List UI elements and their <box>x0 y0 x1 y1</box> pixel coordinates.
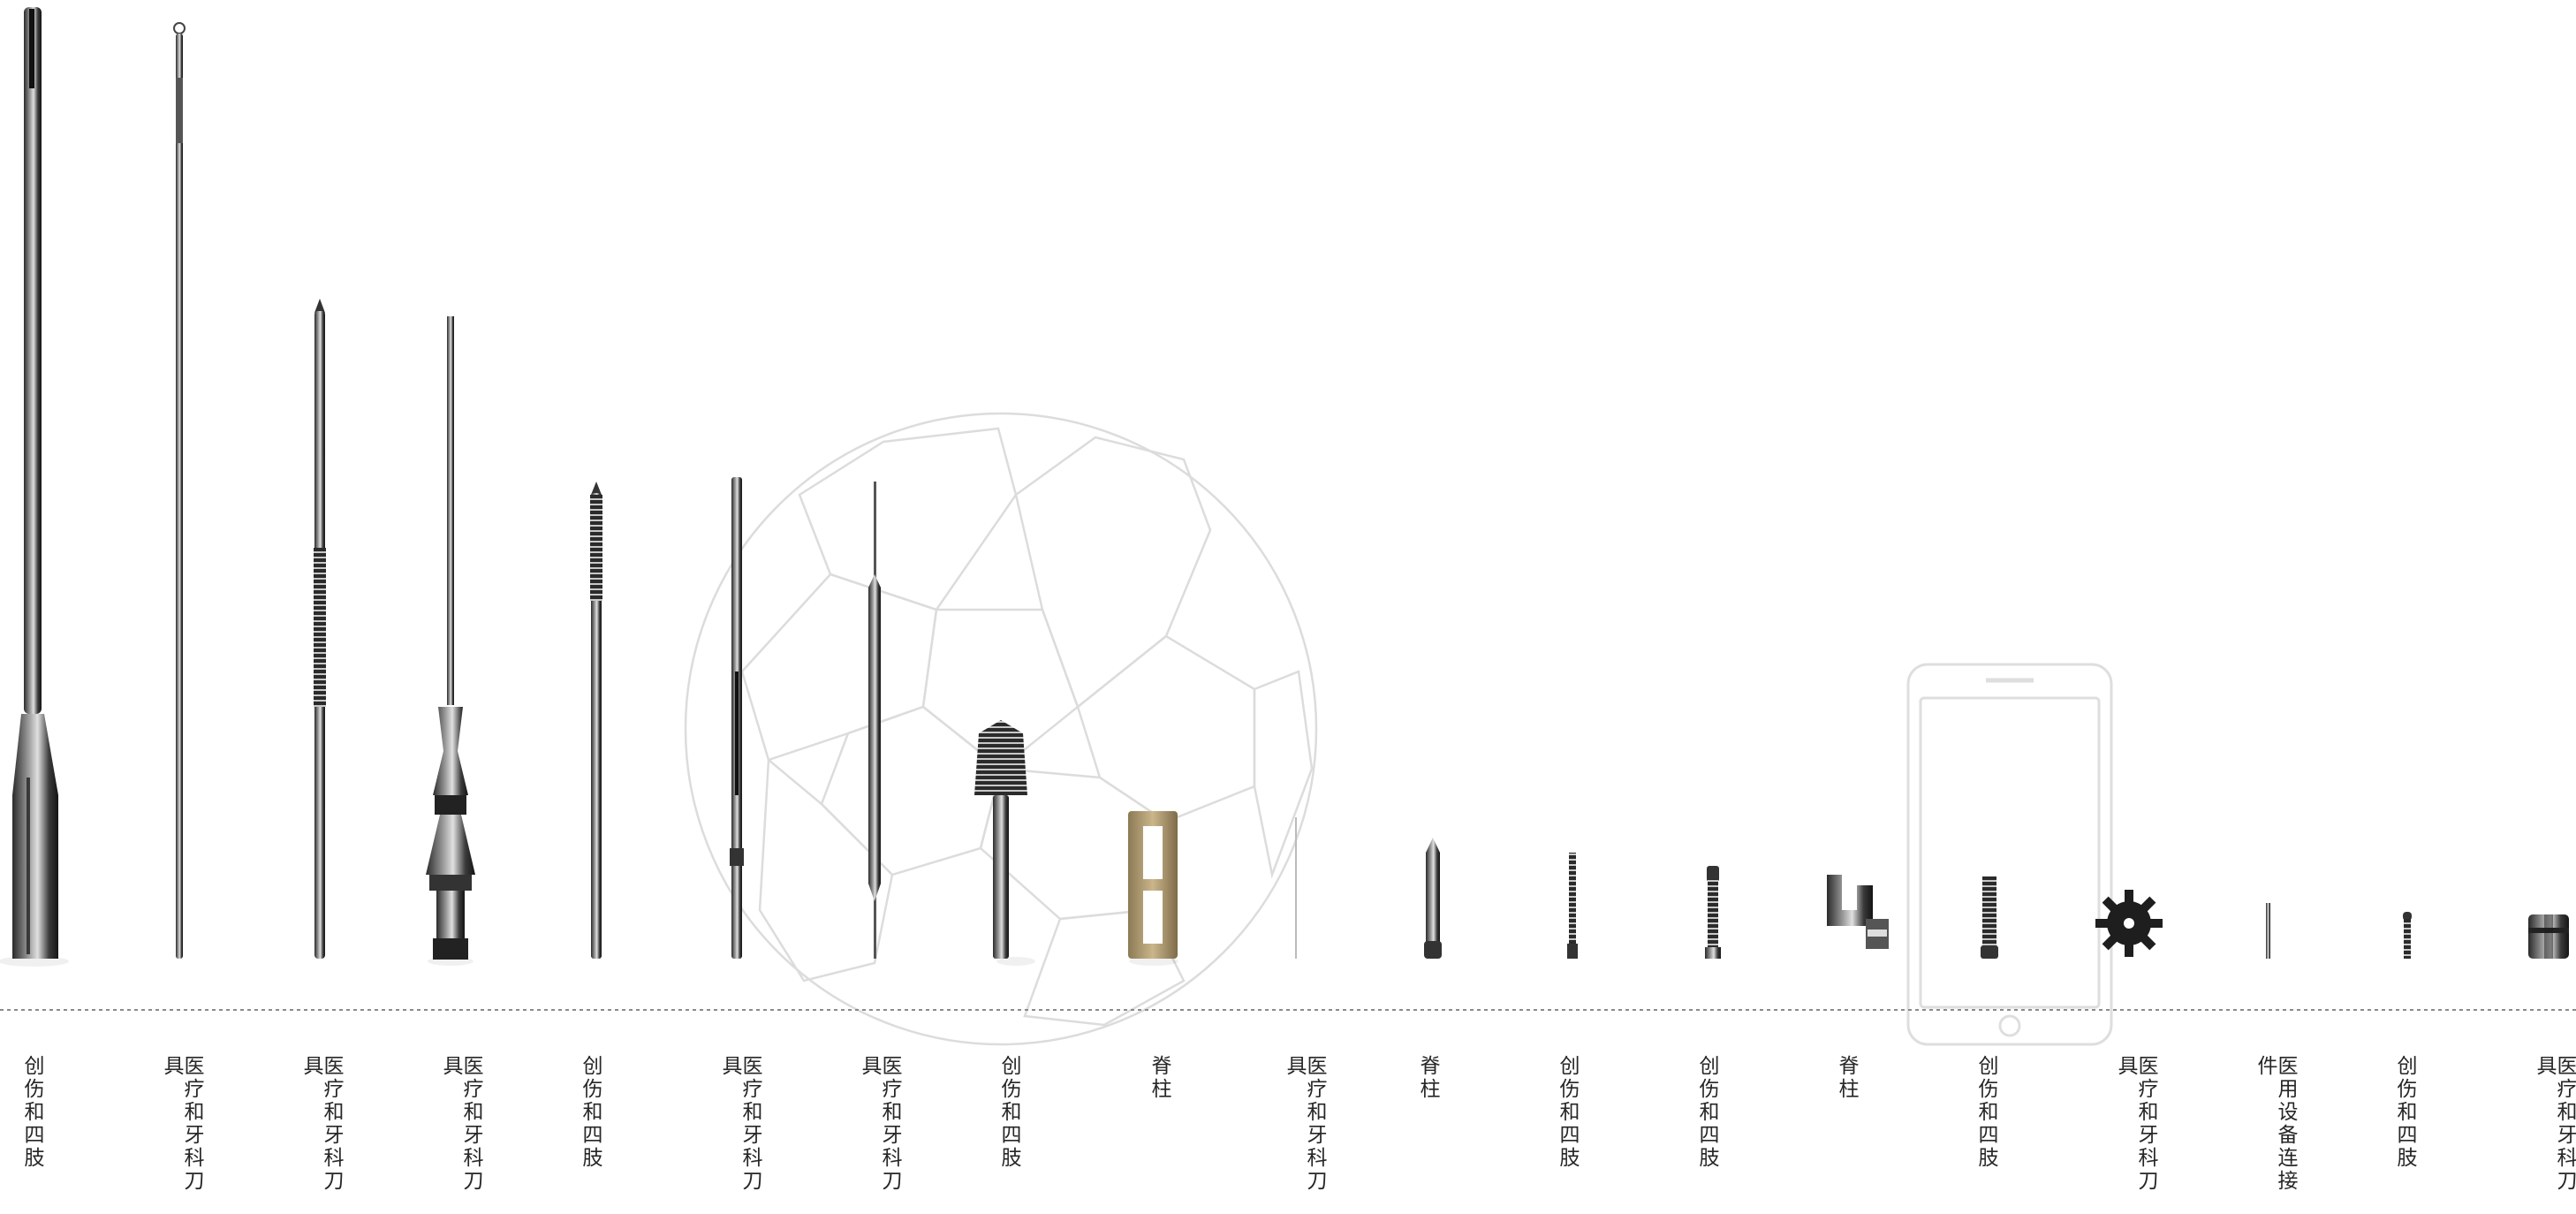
product-9-cage <box>1128 811 1178 959</box>
product-14-label: 脊柱 <box>1835 1055 1858 1101</box>
product-18-tiny-screw <box>2403 912 2412 959</box>
product-13-label: 创伤和四肢 <box>1695 1055 1718 1170</box>
product-16-gear <box>2095 890 2163 957</box>
product-10-fine-wire <box>1295 817 1297 959</box>
product-6-slotted-pin <box>730 477 744 959</box>
product-13-screw <box>1705 866 1721 959</box>
product-3-label: 医疗和牙科刀具 <box>299 1055 343 1193</box>
product-7-needle-wire <box>868 482 881 959</box>
product-2-label: 医疗和牙科刀具 <box>160 1055 203 1193</box>
product-19-nut <box>2528 914 2569 959</box>
product-12-label: 创伤和四肢 <box>1556 1055 1579 1170</box>
product-1-cannula <box>12 7 58 959</box>
product-9-label: 脊柱 <box>1148 1055 1171 1101</box>
product-3-threaded-pin <box>314 299 326 959</box>
product-7-label: 医疗和牙科刀具 <box>858 1055 901 1193</box>
product-6-label: 医疗和牙科刀具 <box>718 1055 761 1193</box>
product-17-label: 医用设备连接件 <box>2254 1055 2297 1193</box>
product-11-label: 脊柱 <box>1416 1055 1439 1101</box>
product-8-bone-screw <box>974 720 1027 959</box>
product-18-label: 创伤和四肢 <box>2393 1055 2416 1170</box>
product-16-label: 医疗和牙科刀具 <box>2114 1055 2157 1193</box>
product-5-threaded-rod <box>590 482 602 959</box>
product-4-label: 医疗和牙科刀具 <box>439 1055 482 1193</box>
phone-outline <box>1906 663 2113 1046</box>
product-1-label: 创伤和四肢 <box>20 1055 43 1170</box>
product-12-small-screw <box>1567 853 1578 959</box>
product-19-label: 医疗和牙科刀具 <box>2533 1055 2576 1193</box>
product-14-hook <box>1827 875 1889 949</box>
product-11-pointed-pin <box>1424 838 1442 959</box>
product-8-label: 创伤和四肢 <box>997 1055 1020 1170</box>
product-2-long-pin <box>173 22 186 959</box>
product-15-label: 创伤和四肢 <box>1974 1055 1997 1170</box>
product-5-label: 创伤和四肢 <box>579 1055 602 1170</box>
product-15-screw <box>1981 876 1998 959</box>
product-4-drill-collar <box>426 316 475 960</box>
product-10-label: 医疗和牙科刀具 <box>1283 1055 1326 1193</box>
product-17-tiny-pin <box>2266 903 2270 959</box>
